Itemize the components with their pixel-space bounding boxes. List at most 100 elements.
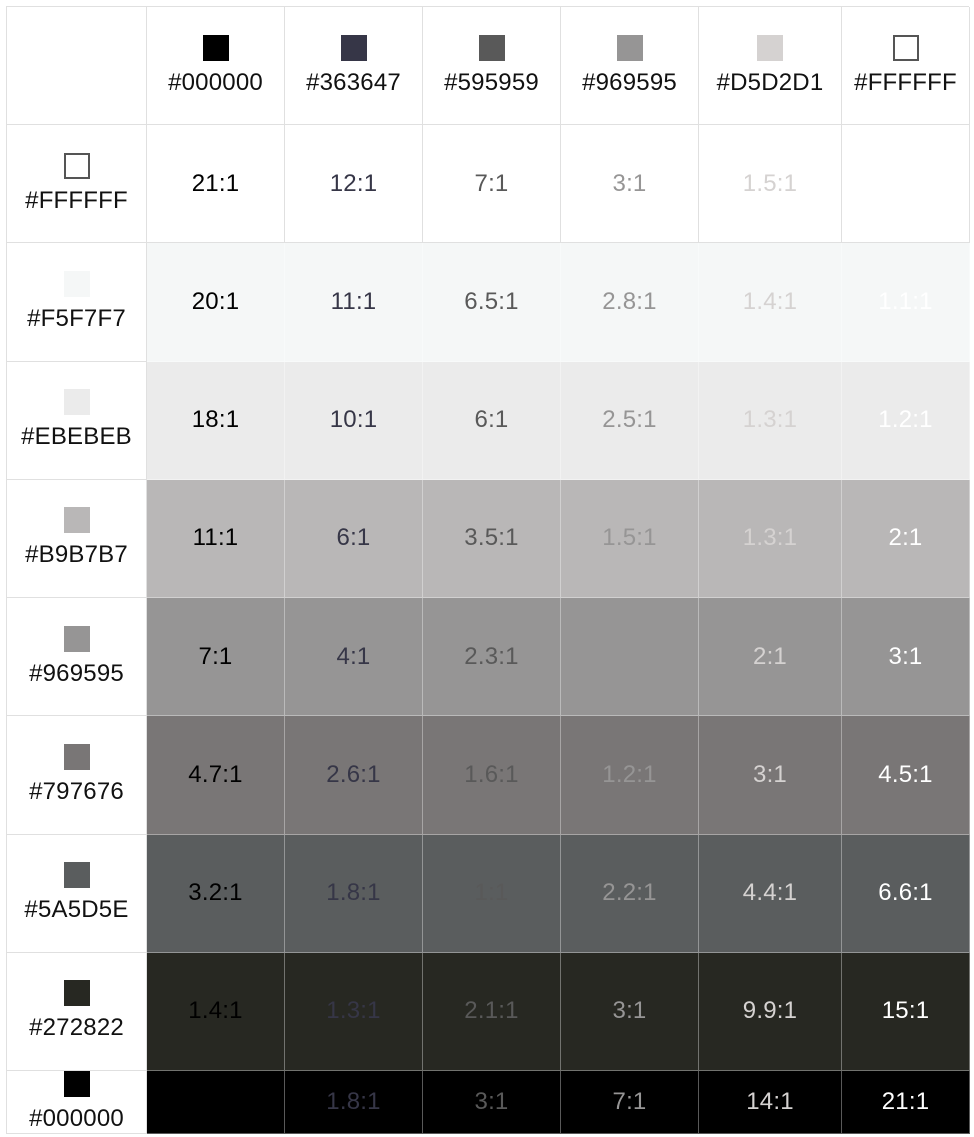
color-swatch xyxy=(63,389,90,416)
contrast-cell: 21:1 xyxy=(842,1070,970,1134)
contrast-cell: 2:1 xyxy=(699,598,842,717)
contrast-cell: 3:1 xyxy=(423,1070,561,1134)
contrast-cell: 4.5:1 xyxy=(842,716,970,835)
contrast-cell: 2:1 xyxy=(842,479,970,599)
row-header: #797676 xyxy=(7,716,147,835)
color-swatch xyxy=(892,34,919,61)
ratio-label: 1.5:1 xyxy=(742,169,798,197)
contrast-cell: 2.2:1 xyxy=(561,834,699,953)
contrast-cell: 3:1 xyxy=(699,716,842,835)
ratio-label: 2.2:1 xyxy=(602,879,657,907)
ratio-label: 11:1 xyxy=(330,288,377,316)
column-header: #363647 xyxy=(285,7,423,126)
hex-label: #D5D2D1 xyxy=(716,68,824,96)
color-swatch xyxy=(616,34,643,61)
ratio-label: 1.3:1 xyxy=(742,406,798,434)
hex-label: #EBEBEB xyxy=(21,423,132,451)
ratio-label: 2.6:1 xyxy=(326,760,381,788)
ratio-label: 1.5:1 xyxy=(602,524,657,552)
ratio-label: 1.6:1 xyxy=(464,760,519,788)
ratio-label: 2.5:1 xyxy=(602,406,657,434)
ratio-label: 6.5:1 xyxy=(464,288,519,316)
ratio-label: 2.1:1 xyxy=(464,997,519,1025)
color-swatch xyxy=(757,34,783,61)
contrast-cell: 2.3:1 xyxy=(423,598,561,717)
hex-label: #F5F7F7 xyxy=(27,305,126,333)
ratio-label: 2.3:1 xyxy=(464,642,519,670)
ratio-label: 3.5:1 xyxy=(464,524,519,552)
color-swatch xyxy=(63,862,90,889)
row-header: #B9B7B7 xyxy=(7,479,147,599)
ratio-label: 12:1 xyxy=(329,169,378,197)
ratio-label: 7:1 xyxy=(612,1087,647,1115)
hex-label: #595959 xyxy=(444,68,539,96)
color-swatch xyxy=(63,625,90,652)
ratio-label: 1.3:1 xyxy=(326,997,381,1025)
row-header: #969595 xyxy=(7,598,147,717)
color-swatch xyxy=(63,271,90,298)
ratio-label: 1:1 xyxy=(474,879,509,907)
contrast-cell: 20:1 xyxy=(147,243,285,362)
ratio-label: 11:1 xyxy=(192,524,239,552)
hex-label: #B9B7B7 xyxy=(25,541,128,569)
hex-label: #FFFFFF xyxy=(854,68,957,96)
contrast-cell: 1.2:1 xyxy=(842,361,970,480)
ratio-label: 2:1 xyxy=(888,524,923,552)
contrast-cell: 2.1:1 xyxy=(423,952,561,1071)
contrast-cell: 12:1 xyxy=(285,125,423,244)
ratio-label: 1.4:1 xyxy=(742,288,798,316)
contrast-cell: 3.5:1 xyxy=(423,479,561,599)
contrast-cell: 7:1 xyxy=(423,125,561,244)
contrast-cell: 11:1 xyxy=(147,479,285,599)
ratio-label: 1.8:1 xyxy=(326,879,381,907)
contrast-cell: 3.2:1 xyxy=(147,834,285,953)
contrast-cell xyxy=(842,125,970,244)
color-swatch xyxy=(340,34,367,61)
ratio-label: 6.6:1 xyxy=(878,879,933,907)
contrast-cell: 18:1 xyxy=(147,361,285,480)
ratio-label: 1.3:1 xyxy=(742,524,798,552)
ratio-label: 4.4:1 xyxy=(742,879,798,907)
contrast-cell: 1.3:1 xyxy=(699,361,842,480)
contrast-cell: 9.9:1 xyxy=(699,952,842,1071)
contrast-cell: 4.4:1 xyxy=(699,834,842,953)
contrast-cell: 1.3:1 xyxy=(699,479,842,599)
ratio-label: 15:1 xyxy=(881,997,930,1025)
row-header: #000000 xyxy=(7,1070,147,1134)
column-header: #969595 xyxy=(561,7,699,126)
hex-label: #FFFFFF xyxy=(25,186,128,214)
row-header: #5A5D5E xyxy=(7,834,147,953)
contrast-ratio-table: #000000 #363647 #595959 #969595 #D5D2D1 #FFFF… xyxy=(6,6,970,1134)
ratio-label: 21:1 xyxy=(881,1087,930,1115)
contrast-cell: 1.6:1 xyxy=(423,716,561,835)
column-header: #FFFFFF xyxy=(842,7,970,126)
contrast-cell: 6.6:1 xyxy=(842,834,970,953)
ratio-label: 3:1 xyxy=(474,1087,509,1115)
contrast-cell: 4.7:1 xyxy=(147,716,285,835)
contrast-cell: 1.4:1 xyxy=(699,243,842,362)
contrast-cell: 3:1 xyxy=(561,125,699,244)
ratio-label: 3:1 xyxy=(753,760,787,788)
ratio-label: 1.4:1 xyxy=(188,997,243,1025)
contrast-cell xyxy=(147,1070,285,1134)
hex-label: #797676 xyxy=(29,777,124,805)
row-header: #F5F7F7 xyxy=(7,243,147,362)
column-header: #D5D2D1 xyxy=(699,7,842,126)
contrast-cell: 3:1 xyxy=(561,952,699,1071)
row-header: #FFFFFF xyxy=(7,125,147,244)
column-header: #595959 xyxy=(423,7,561,126)
hex-label: #5A5D5E xyxy=(24,896,129,924)
ratio-label: 18:1 xyxy=(191,406,240,434)
color-swatch xyxy=(63,743,90,770)
contrast-cell: 1.5:1 xyxy=(699,125,842,244)
contrast-cell: 1:1 xyxy=(423,834,561,953)
column-header: #000000 xyxy=(147,7,285,126)
contrast-cell: 11:1 xyxy=(285,243,423,362)
contrast-cell: 7:1 xyxy=(561,1070,699,1134)
color-swatch xyxy=(63,980,90,1007)
hex-label: #272822 xyxy=(29,1014,124,1042)
contrast-cell: 2.5:1 xyxy=(561,361,699,480)
color-swatch xyxy=(63,507,90,534)
color-swatch xyxy=(478,34,505,61)
contrast-cell: 10:1 xyxy=(285,361,423,480)
